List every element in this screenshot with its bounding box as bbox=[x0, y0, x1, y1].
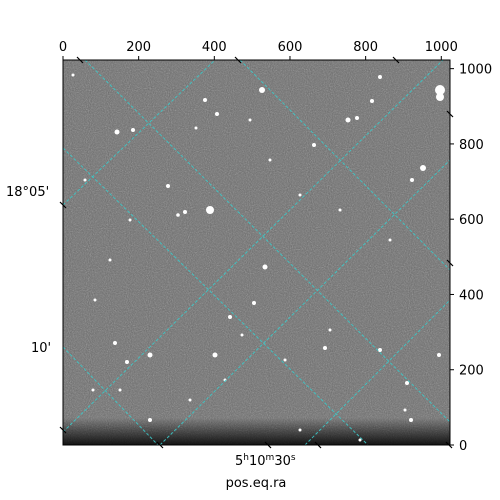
star bbox=[166, 184, 170, 188]
star bbox=[228, 315, 232, 319]
star bbox=[298, 428, 302, 432]
star bbox=[436, 93, 444, 101]
star bbox=[148, 418, 152, 422]
star bbox=[403, 408, 407, 412]
right-tick-label: 800 bbox=[459, 138, 484, 153]
star bbox=[370, 99, 374, 103]
star bbox=[240, 333, 244, 337]
star bbox=[206, 206, 214, 214]
star bbox=[91, 388, 95, 392]
grid-line bbox=[63, 147, 369, 445]
star bbox=[323, 346, 327, 350]
star bbox=[188, 398, 192, 402]
world-tick bbox=[264, 441, 272, 449]
top-tick-label: 800 bbox=[353, 40, 378, 55]
axis-ticks: 0 200 400 600 800 1000 0 200 400 600 800 1000 bbox=[59, 40, 492, 454]
dec-label-10: 10' bbox=[31, 341, 51, 356]
star-field bbox=[71, 73, 445, 442]
star bbox=[203, 98, 207, 102]
star bbox=[108, 258, 112, 262]
star bbox=[262, 264, 268, 270]
dec-label-0805: 18°05' bbox=[6, 185, 49, 200]
plot-frame bbox=[62, 59, 451, 446]
world-tick bbox=[392, 56, 400, 64]
star bbox=[183, 210, 187, 214]
star bbox=[355, 116, 359, 120]
world-tick bbox=[446, 259, 454, 267]
grid-line bbox=[63, 346, 159, 445]
ra-label: 5h10m30s bbox=[235, 453, 296, 469]
star bbox=[114, 129, 120, 135]
world-tick bbox=[314, 441, 322, 449]
grid-line bbox=[304, 299, 450, 445]
star bbox=[283, 358, 287, 362]
top-tick-label: 0 bbox=[59, 40, 67, 55]
grid-line bbox=[63, 60, 216, 206]
star bbox=[71, 73, 75, 77]
world-tick bbox=[59, 201, 67, 209]
star bbox=[388, 238, 392, 242]
right-tick-label: 200 bbox=[459, 364, 484, 379]
star bbox=[83, 178, 87, 182]
star bbox=[410, 178, 414, 182]
star bbox=[118, 388, 122, 392]
world-tick bbox=[446, 110, 454, 118]
star bbox=[125, 360, 129, 364]
star bbox=[338, 208, 342, 212]
world-tick bbox=[234, 56, 242, 64]
star bbox=[215, 112, 219, 116]
grid-line bbox=[159, 159, 450, 445]
right-tick-label: 0 bbox=[459, 439, 467, 454]
star bbox=[248, 118, 252, 122]
right-tick-label: 1000 bbox=[459, 63, 492, 78]
grid-line bbox=[63, 60, 444, 433]
grid-line bbox=[84, 60, 450, 423]
star bbox=[212, 352, 218, 358]
star bbox=[194, 126, 198, 130]
top-tick-label: 600 bbox=[278, 40, 303, 55]
star bbox=[298, 193, 302, 197]
star bbox=[405, 381, 409, 385]
star bbox=[252, 301, 256, 305]
right-tick-label: 400 bbox=[459, 288, 484, 303]
star bbox=[328, 328, 332, 332]
top-tick-label: 200 bbox=[126, 40, 151, 55]
star bbox=[420, 165, 426, 171]
star bbox=[358, 438, 362, 442]
world-tick bbox=[156, 441, 164, 449]
star bbox=[378, 348, 382, 352]
star bbox=[378, 75, 382, 79]
top-tick-label: 400 bbox=[202, 40, 227, 55]
star bbox=[435, 85, 445, 95]
world-tick bbox=[59, 426, 67, 434]
star bbox=[437, 353, 441, 357]
top-tick-label: 1000 bbox=[425, 40, 458, 55]
star bbox=[268, 158, 272, 162]
coordinate-grid bbox=[63, 60, 450, 445]
star bbox=[128, 218, 132, 222]
x-axis-title: pos.eq.ra bbox=[226, 476, 287, 491]
star bbox=[409, 418, 413, 422]
world-tick bbox=[76, 56, 84, 64]
star bbox=[113, 341, 117, 345]
sky-image bbox=[63, 60, 450, 445]
star bbox=[312, 143, 316, 147]
star bbox=[93, 298, 97, 302]
right-tick-label: 600 bbox=[459, 213, 484, 228]
grid-line bbox=[239, 60, 450, 271]
star bbox=[147, 352, 153, 358]
world-tick bbox=[445, 441, 453, 449]
star bbox=[345, 117, 351, 123]
star bbox=[131, 128, 135, 132]
star bbox=[176, 213, 180, 217]
star bbox=[259, 87, 265, 93]
